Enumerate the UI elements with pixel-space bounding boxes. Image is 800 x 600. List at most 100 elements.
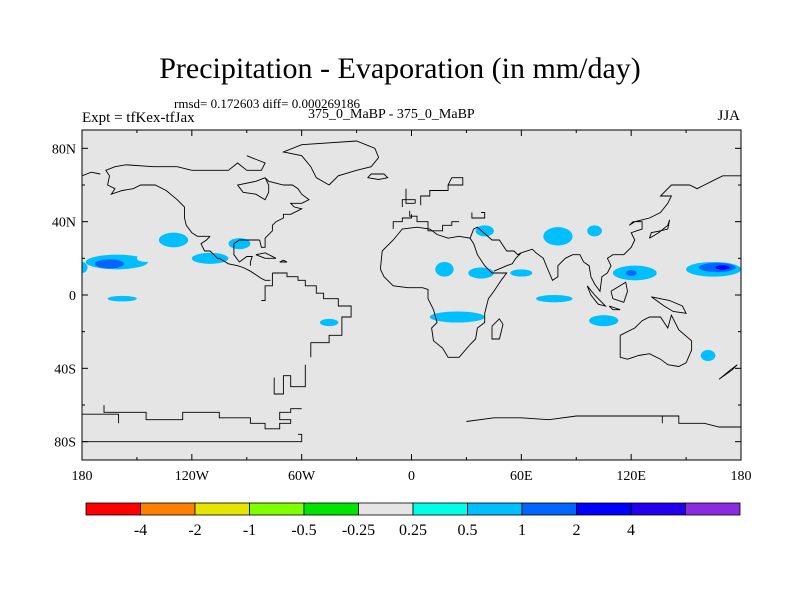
coastline-27 (259, 177, 310, 248)
y-tick-label: 40S (54, 362, 76, 377)
contour-region-17 (98, 317, 110, 328)
coastline-2 (272, 272, 352, 358)
contour-region-25 (427, 328, 450, 336)
contour-region-21 (510, 269, 533, 277)
x-tick-label: 180 (72, 469, 93, 484)
coastline-12 (420, 177, 464, 206)
colorbar-label: -0.25 (342, 522, 375, 539)
y-tick-label: 80S (54, 436, 76, 451)
contour-region-13 (254, 318, 306, 334)
coastline-6 (392, 214, 412, 229)
contour-region-3 (158, 232, 189, 248)
coastline-32 (191, 155, 266, 171)
contour-region-26 (543, 227, 573, 246)
x-tick-label: 0 (408, 469, 415, 484)
contour-region-18 (409, 263, 432, 275)
colorbar-label: 2 (573, 522, 581, 539)
colorbar-label: 0.5 (458, 522, 478, 539)
colorbar-box-1 (140, 502, 196, 516)
y-tick-label: 80N (52, 142, 76, 157)
coastline-4 (82, 413, 120, 460)
coastline-19 (651, 296, 687, 314)
contour-region-41 (589, 315, 619, 327)
colorbar-box-5 (358, 502, 414, 516)
coastline-21 (649, 219, 671, 239)
coastline-10 (401, 199, 416, 207)
colorbar-label: 1 (518, 522, 526, 539)
contour-region-39 (579, 295, 610, 303)
colorbar-label: 4 (627, 522, 635, 539)
colorbar-box-11 (685, 502, 741, 516)
runs-subtitle: 375_0_MaBP - 375_0_MaBP (308, 107, 475, 122)
coastline-25 (200, 235, 271, 281)
coastline-24 (466, 415, 663, 422)
contour-region-1 (94, 259, 125, 269)
coastline-29 (255, 252, 277, 259)
coastline-20 (619, 313, 693, 367)
colorbar-label: -1 (243, 522, 256, 539)
coastline-5 (261, 273, 273, 301)
chart-title: Precipitation - Evaporation (in mm/day) (159, 52, 641, 85)
x-tick-label: 120W (175, 469, 210, 484)
colorbar: -4 -2 -1 -0.5 -0.25 0.25 0.5 1 2 4 (85, 502, 741, 539)
contour-region-16 (232, 373, 244, 382)
coastlines (82, 140, 741, 460)
coastline-3 (273, 364, 306, 395)
colorbar-box-0 (85, 502, 141, 516)
stats-subtitle: rmsd= 0.172603 diff= 0.000269186 (174, 96, 360, 111)
contour-region-8 (316, 234, 361, 250)
colorbar-box-2 (194, 502, 250, 516)
coastline-9 (491, 318, 504, 340)
coastline-14 (469, 226, 522, 272)
contour-region-2 (136, 254, 156, 262)
coastline-0 (103, 405, 302, 430)
coastline-35 (82, 171, 101, 177)
contour-region-7 (254, 239, 284, 249)
coastline-31 (281, 140, 380, 186)
coastline-33 (236, 177, 270, 201)
colorbar-label: -0.5 (291, 522, 316, 539)
coastline-17 (608, 305, 621, 311)
coastline-15 (521, 175, 741, 293)
contour-region-36 (715, 265, 731, 270)
x-tick-label: 60E (510, 469, 533, 484)
coastline-28 (233, 239, 260, 266)
x-tick-label: 60W (288, 469, 316, 484)
colorbar-label: 0.25 (399, 522, 427, 539)
colorbar-box-9 (576, 502, 632, 516)
coastline-18 (610, 281, 628, 303)
coastline-11 (405, 188, 416, 204)
coastline-1 (82, 433, 303, 443)
y-axis-ticks: 80N 40N 0 40S 80S (52, 142, 741, 451)
x-axis-ticks: 180 120W 60W 0 60E 120E 180 (72, 130, 752, 484)
contour-region-45 (82, 262, 88, 273)
season-label: JJA (717, 108, 740, 124)
coastline-30 (279, 259, 288, 263)
contour-region-24 (429, 311, 485, 323)
contour-region-33 (691, 243, 718, 259)
coastline-8 (379, 226, 508, 358)
contour-region-28 (598, 243, 628, 262)
y-tick-label: 0 (69, 289, 76, 304)
contour-region-11 (107, 295, 137, 302)
x-tick-label: 120E (616, 469, 646, 484)
plot-background (82, 130, 741, 460)
experiment-label: Expt = tfKex-tfJax (82, 110, 195, 126)
contour-region-32 (654, 251, 681, 266)
colorbar-box-8 (521, 502, 577, 516)
coastline-16 (586, 285, 607, 307)
contour-region-30 (625, 270, 637, 276)
colorbar-box-10 (630, 502, 686, 516)
contour-region-37 (676, 280, 696, 288)
colorbar-label: -2 (188, 522, 201, 539)
colorbar-label: -4 (134, 522, 147, 539)
coastline-34 (367, 173, 389, 180)
colorbar-box-4 (303, 502, 359, 516)
contour-region-4 (191, 252, 229, 264)
contour-region-19 (435, 262, 454, 277)
contour-region-43 (700, 350, 716, 361)
coastline-22 (718, 364, 738, 380)
contour-region-14 (319, 318, 339, 327)
coastline-26 (105, 164, 211, 237)
